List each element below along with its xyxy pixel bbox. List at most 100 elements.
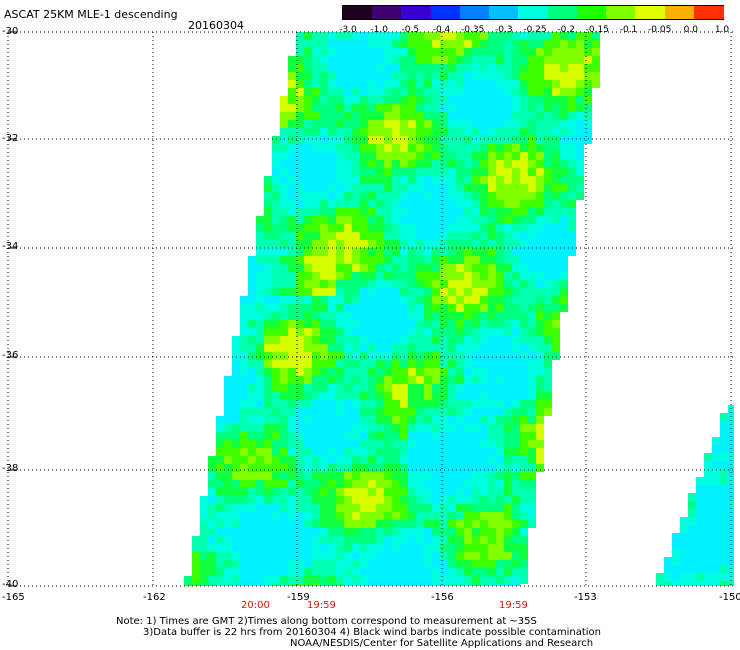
swath-cell: [720, 533, 728, 541]
swath-cell: [488, 360, 496, 368]
swath-cell: [408, 128, 416, 136]
swath-cell: [200, 512, 208, 520]
swath-cell: [344, 568, 352, 576]
swath-cell: [464, 536, 472, 544]
swath-cell: [480, 480, 488, 488]
swath-cell: [696, 565, 704, 573]
swath-cell: [576, 152, 584, 160]
swath-cell: [304, 240, 312, 248]
swath-cell: [456, 104, 464, 112]
swath-cell: [440, 576, 448, 584]
swath-cell: [272, 528, 280, 536]
swath-cell: [288, 360, 296, 368]
swath-cell: [680, 581, 688, 586]
swath-cell: [272, 368, 280, 376]
swath-cell: [528, 448, 536, 456]
swath-cell: [384, 328, 392, 336]
swath-cell: [344, 168, 352, 176]
swath-cell: [352, 448, 360, 456]
swath-cell: [424, 304, 432, 312]
swath-cell: [192, 536, 200, 544]
swath-cell: [456, 184, 464, 192]
swath-cell: [472, 128, 480, 136]
swath-cell: [264, 336, 272, 344]
swath-cell: [336, 152, 344, 160]
swath-cell: [288, 376, 296, 384]
swath-cell: [280, 512, 288, 520]
swath-cell: [440, 184, 448, 192]
swath-cell: [688, 581, 696, 586]
swath-cell: [416, 152, 424, 160]
swath-cell: [400, 88, 408, 96]
swath-cell: [560, 144, 568, 152]
swath-cell: [296, 128, 304, 136]
swath-cell: [424, 512, 432, 520]
swath-cell: [496, 416, 504, 424]
swath-cell: [584, 48, 592, 56]
swath-cell: [352, 96, 360, 104]
swath-cell: [320, 280, 328, 288]
swath-cell: [344, 368, 352, 376]
swath-cell: [528, 360, 536, 368]
swath-cell: [304, 552, 312, 560]
swath-cell: [296, 280, 304, 288]
swath-cell: [560, 280, 568, 288]
swath-cell: [264, 440, 272, 448]
swath-cell: [352, 560, 360, 568]
swath-cell: [728, 557, 734, 565]
swath-cell: [304, 496, 312, 504]
swath-cell: [704, 581, 712, 586]
swath-cell: [264, 536, 272, 544]
swath-cell: [464, 208, 472, 216]
swath-cell: [432, 160, 440, 168]
swath-cell: [472, 480, 480, 488]
swath-cell: [440, 240, 448, 248]
swath-cell: [264, 568, 272, 576]
swath-cell: [328, 272, 336, 280]
swath-cell: [720, 429, 728, 437]
swath-cell: [696, 549, 704, 557]
swath-cell: [464, 488, 472, 496]
swath-cell: [296, 112, 304, 120]
swath-cell: [408, 384, 416, 392]
graticule: [7, 31, 734, 587]
swath-cell: [496, 544, 504, 552]
swath-cell: [456, 248, 464, 256]
swath-cell: [488, 48, 496, 56]
swath-cell: [248, 480, 256, 488]
swath-cell: [248, 488, 256, 496]
swath-cell: [456, 56, 464, 64]
color-legend-label: -0.05: [648, 25, 672, 35]
swath-cell: [344, 560, 352, 568]
swath-cell: [464, 72, 472, 80]
swath-cell: [360, 88, 368, 96]
swath-cell: [312, 400, 320, 408]
swath-cell: [424, 320, 432, 328]
swath-cell: [288, 352, 296, 360]
swath-cell: [680, 517, 688, 525]
swath-cell: [240, 488, 248, 496]
swath-cell: [344, 576, 352, 584]
swath-cell: [360, 504, 368, 512]
swath-cell: [520, 488, 528, 496]
swath-cell: [416, 512, 424, 520]
swath-cell: [576, 32, 584, 40]
swath-cell: [240, 552, 248, 560]
swath-cell: [512, 208, 520, 216]
swath-cell: [272, 328, 280, 336]
swath-cell: [304, 80, 312, 88]
swath-cell: [496, 456, 504, 464]
swath-cell: [216, 576, 224, 584]
swath-cell: [336, 400, 344, 408]
swath-cell: [256, 424, 264, 432]
swath-cell: [320, 192, 328, 200]
swath-cell: [360, 328, 368, 336]
swath-cell: [480, 568, 488, 576]
swath-cell: [576, 104, 584, 112]
swath-cell: [408, 520, 416, 528]
swath-cell: [280, 232, 288, 240]
swath-cell: [224, 400, 232, 408]
swath-cell: [248, 512, 256, 520]
swath-cell: [488, 280, 496, 288]
